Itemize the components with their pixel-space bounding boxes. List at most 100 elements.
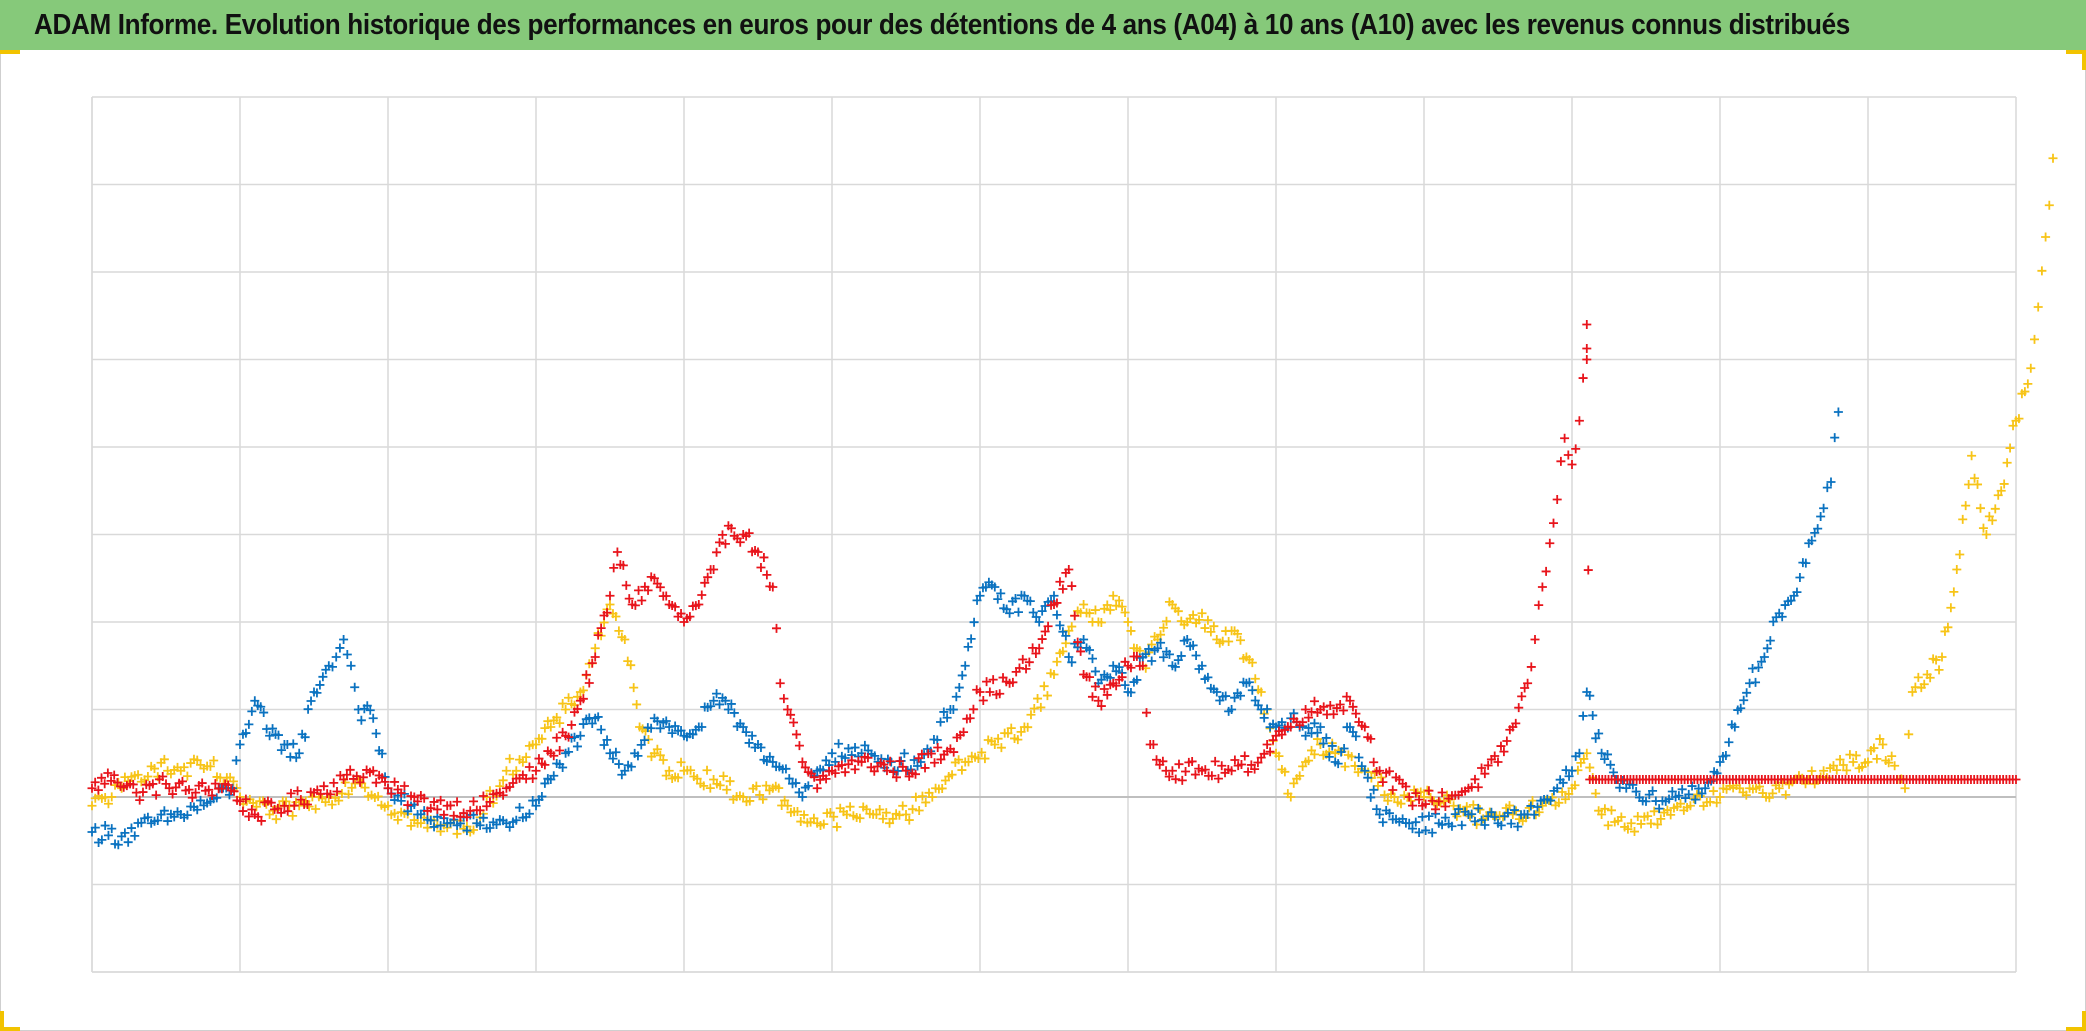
data-point — [1093, 696, 1103, 706]
data-point — [528, 773, 538, 783]
data-point — [584, 713, 594, 723]
data-point — [937, 783, 947, 793]
data-point — [1049, 591, 1059, 601]
data-point — [163, 816, 173, 826]
data-point — [578, 694, 588, 704]
data-point — [2008, 775, 2018, 784]
data-point — [951, 692, 961, 702]
data-point — [948, 705, 958, 715]
data-point — [993, 734, 1003, 744]
data-point — [612, 547, 622, 557]
data-point — [799, 810, 809, 820]
data-point — [1230, 755, 1240, 765]
data-point — [159, 754, 169, 764]
data-point — [617, 632, 627, 642]
data-point — [103, 799, 113, 809]
data-point — [1067, 657, 1077, 667]
data-point — [1117, 672, 1127, 682]
data-point — [1600, 754, 1610, 764]
data-point — [715, 699, 725, 709]
corner-accent-right-bottom — [2082, 1011, 2086, 1031]
data-point — [235, 740, 245, 749]
data-point — [624, 594, 634, 604]
data-point — [462, 812, 472, 822]
data-point — [1338, 705, 1348, 715]
data-point — [1520, 683, 1530, 693]
data-point — [772, 623, 781, 633]
data-point — [1530, 635, 1540, 644]
data-point — [436, 821, 446, 831]
data-point — [1964, 479, 1974, 489]
data-point — [1111, 681, 1121, 691]
data-point — [1102, 600, 1112, 610]
data-point — [380, 777, 390, 787]
data-point — [350, 682, 360, 692]
data-point — [1210, 756, 1220, 766]
data-point — [244, 719, 254, 729]
data-point — [485, 797, 495, 807]
data-point — [1224, 637, 1234, 647]
data-point — [703, 572, 713, 582]
data-point — [196, 795, 206, 805]
data-point — [1164, 649, 1174, 659]
data-point — [1813, 524, 1823, 534]
data-point — [888, 814, 898, 824]
data-point — [1541, 566, 1551, 576]
data-point — [1096, 675, 1106, 685]
data-point — [578, 719, 588, 729]
data-point — [1557, 787, 1567, 797]
data-point — [1603, 820, 1613, 830]
data-point — [1363, 773, 1373, 783]
data-point — [564, 732, 574, 742]
data-point — [1937, 652, 1947, 662]
data-point — [1034, 617, 1044, 627]
data-point — [1745, 678, 1755, 688]
data-point — [1164, 772, 1174, 782]
data-point — [259, 708, 269, 718]
data-point — [1768, 788, 1778, 798]
data-point — [1324, 752, 1334, 762]
data-point — [1152, 755, 1162, 765]
data-point — [192, 805, 202, 815]
data-point — [1024, 657, 1034, 667]
data-point — [936, 717, 946, 727]
data-point — [1375, 810, 1385, 819]
data-point — [1194, 664, 1204, 674]
data-point — [1061, 568, 1071, 578]
data-point — [1120, 657, 1130, 667]
data-point — [247, 706, 257, 716]
data-point — [1807, 536, 1817, 546]
data-point — [1674, 791, 1684, 801]
data-point — [949, 747, 959, 757]
data-point — [977, 747, 987, 757]
data-point — [2030, 334, 2039, 344]
data-point — [2023, 379, 2033, 389]
data-point — [824, 766, 834, 776]
data-point — [1120, 680, 1130, 690]
data-point — [325, 789, 335, 799]
data-point — [1687, 781, 1697, 791]
data-point — [791, 729, 801, 739]
data-point — [501, 766, 511, 776]
data-point — [968, 704, 978, 714]
data-point — [832, 822, 842, 832]
data-point — [1582, 320, 1592, 329]
data-point — [1462, 802, 1472, 812]
data-point — [996, 743, 1006, 753]
data-point — [396, 796, 406, 806]
data-point — [1181, 766, 1191, 776]
grid-layer — [91, 96, 2017, 973]
data-point — [107, 824, 117, 834]
data-point — [273, 730, 283, 740]
data-point — [1486, 807, 1496, 817]
data-point — [1171, 774, 1181, 784]
data-point — [1253, 700, 1263, 710]
data-point — [549, 751, 559, 761]
data-point — [1102, 690, 1112, 700]
data-point — [1247, 685, 1257, 695]
data-point — [1348, 702, 1358, 712]
data-point — [809, 813, 819, 823]
data-point — [1262, 704, 1272, 714]
data-point — [1378, 817, 1388, 827]
data-point — [143, 772, 153, 782]
